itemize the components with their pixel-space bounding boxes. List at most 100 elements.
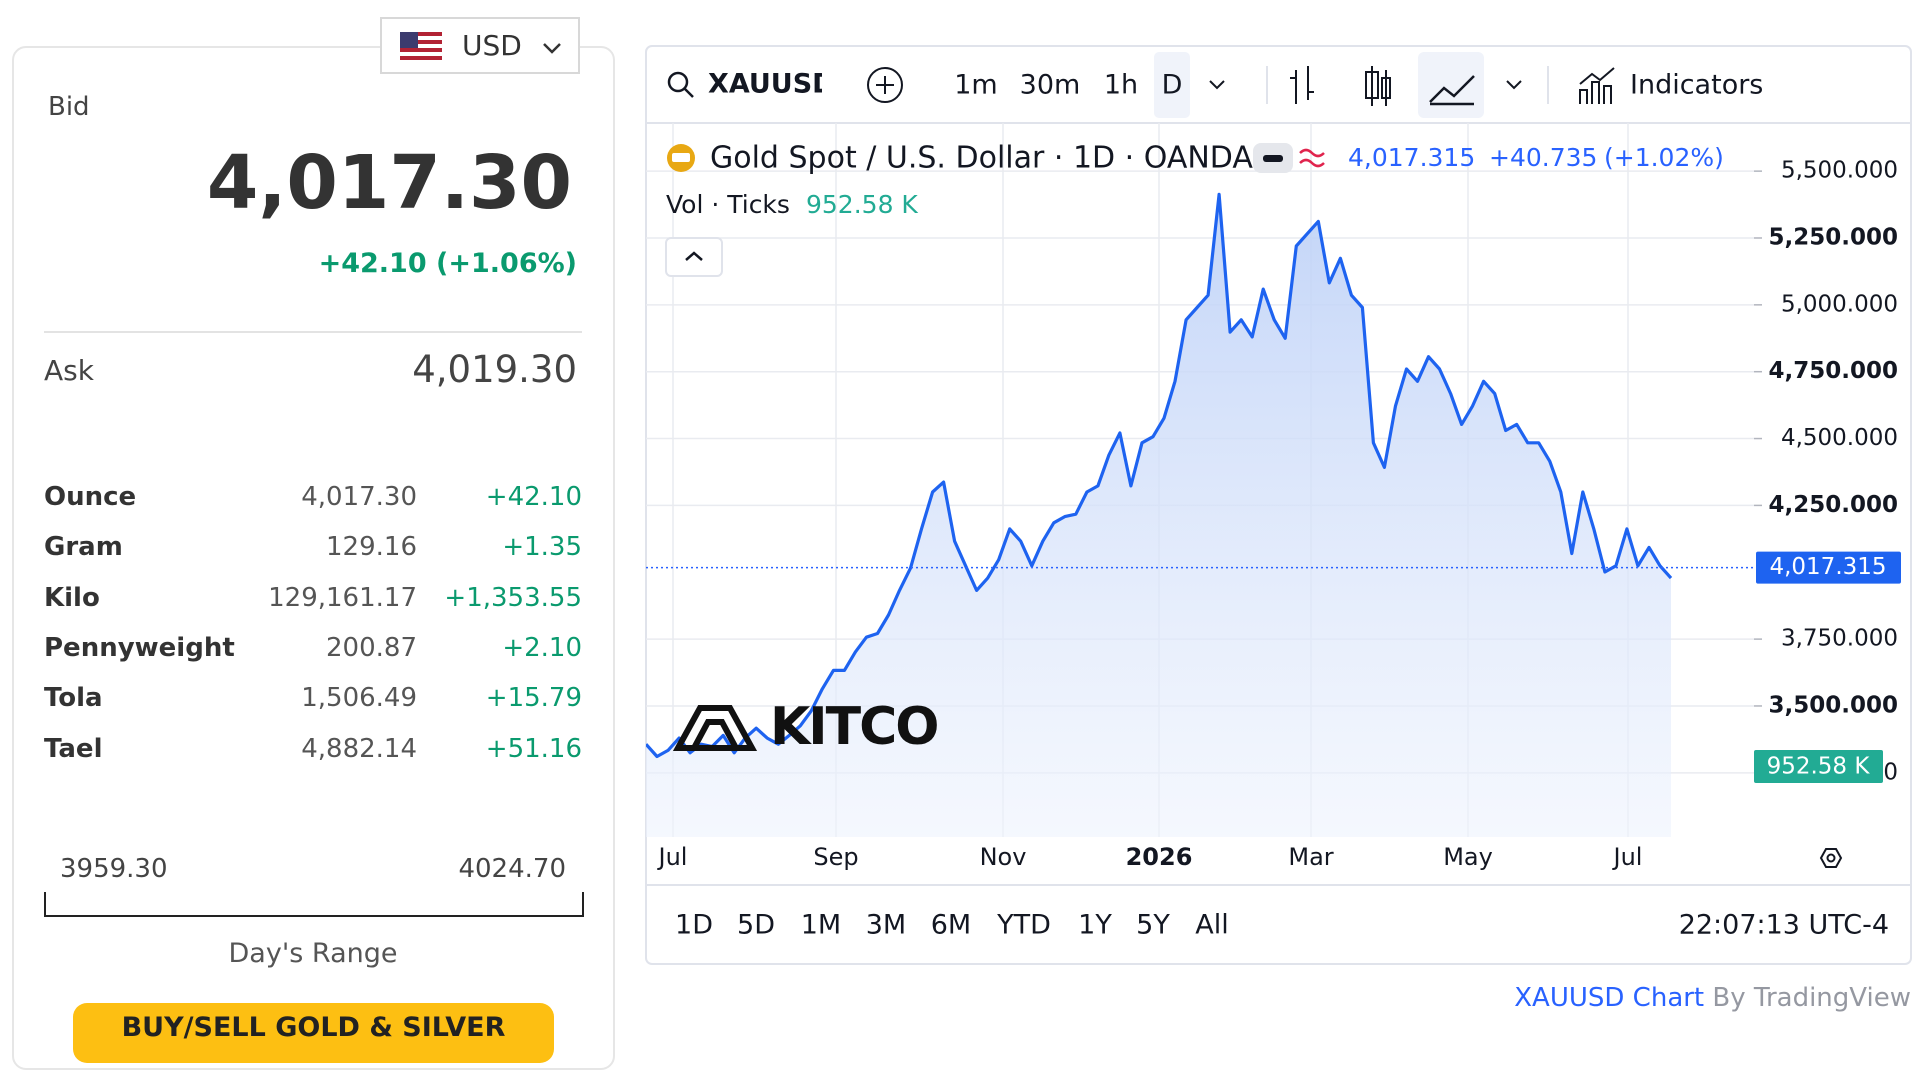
x-tick-label: May bbox=[1443, 843, 1493, 871]
area bbox=[646, 194, 1671, 837]
unit-name: Tael bbox=[44, 733, 103, 764]
unit-price: 4,882.14 bbox=[301, 733, 417, 764]
unit-name: Pennyweight bbox=[44, 632, 235, 663]
interval[interactable]: 1h bbox=[1104, 70, 1138, 101]
x-tick-label: Jul bbox=[657, 843, 688, 871]
range-label: Day's Range bbox=[228, 938, 398, 969]
bid-price: 4,017.30 bbox=[206, 140, 572, 226]
bid-change: +42.10 (+1.06%) bbox=[318, 248, 577, 279]
last-price-label: 4,017.315 bbox=[1769, 554, 1886, 580]
area-icon[interactable] bbox=[1429, 75, 1475, 106]
unit-change: +42.10 bbox=[485, 482, 582, 512]
change: +40.735 bbox=[1489, 143, 1597, 172]
range-button[interactable]: 5Y bbox=[1136, 910, 1170, 941]
logo-text: KITCO bbox=[770, 697, 937, 757]
volume-badge-label: 952.58 K bbox=[1767, 754, 1871, 780]
unit-change: +1.35 bbox=[502, 532, 582, 563]
bar-style-icon[interactable] bbox=[1290, 66, 1391, 106]
quote-panel bbox=[12, 46, 615, 1070]
unit-change: +51.16 bbox=[485, 733, 582, 764]
chart-widget: XAUUSD 1m 30m 1h D Indicators Gold Spot / U… bbox=[645, 45, 1912, 1013]
y-tick-label: 4,500.000 bbox=[1781, 425, 1898, 451]
range-low: 3959.30 bbox=[60, 854, 168, 884]
x-tick-label: Nov bbox=[980, 843, 1027, 871]
unit-price: 1,506.49 bbox=[301, 683, 417, 714]
clock: 22:07:13 UTC-4 bbox=[1679, 910, 1889, 941]
currency-select[interactable]: USD bbox=[380, 17, 580, 74]
symbol[interactable]: XAUUSD bbox=[708, 69, 835, 100]
last-price-badge bbox=[1756, 551, 1901, 584]
range-button[interactable]: 3M bbox=[866, 910, 906, 941]
settings-icon bbox=[1826, 853, 1836, 863]
y-tick-label: 4,750.000 bbox=[1769, 358, 1899, 384]
y-tick-label: 5,500.000 bbox=[1781, 158, 1898, 184]
search-icon bbox=[684, 88, 694, 98]
interval[interactable]: 30m bbox=[1020, 70, 1081, 101]
bid-label: Bid bbox=[48, 92, 90, 122]
unit-change: +15.79 bbox=[485, 683, 582, 714]
range-button[interactable]: 1D bbox=[675, 910, 713, 941]
chart-type-active-bg bbox=[1418, 52, 1484, 118]
candles-icon bbox=[1365, 66, 1391, 106]
collapse-legend[interactable] bbox=[665, 237, 723, 277]
range-button[interactable]: 1Y bbox=[1078, 910, 1112, 941]
x-tick-label: Jul bbox=[1612, 843, 1643, 871]
x-tick-label: Sep bbox=[813, 843, 858, 871]
unit-price: 129.16 bbox=[326, 532, 417, 563]
range-high: 4024.70 bbox=[458, 854, 566, 884]
market-status bbox=[1299, 148, 1325, 168]
visibility-icon bbox=[1263, 155, 1283, 162]
series-title: Gold Spot / U.S. Dollar · 1D · OANDA bbox=[710, 141, 1253, 176]
unit-name: Tola bbox=[44, 683, 103, 714]
range-button[interactable]: YTD bbox=[996, 910, 1051, 941]
us-flag bbox=[400, 32, 442, 60]
add-symbol[interactable] bbox=[867, 67, 903, 103]
range-button[interactable]: 6M bbox=[931, 910, 971, 941]
y-tick-label: 4,250.000 bbox=[1769, 492, 1899, 518]
unit-change: +2.10 bbox=[502, 632, 582, 663]
volume-label: Vol · Ticks bbox=[666, 190, 790, 219]
interval-active-bg bbox=[1154, 52, 1190, 118]
volume-value: 952.58 K bbox=[806, 190, 918, 219]
unit-name: Kilo bbox=[44, 582, 100, 613]
interval[interactable]: 1m bbox=[954, 70, 997, 101]
buy-sell-button[interactable]: BUY/SELL GOLD & SILVER bbox=[73, 1003, 554, 1063]
attribution-by: By TradingView bbox=[1712, 983, 1911, 1013]
range-bar bbox=[44, 892, 584, 917]
attribution-link[interactable]: XAUUSD Chart bbox=[1514, 983, 1704, 1013]
ask-price: 4,019.30 bbox=[412, 348, 577, 391]
collapse-icon bbox=[685, 251, 703, 261]
x-tick-label: 2026 bbox=[1126, 843, 1193, 871]
dropdown-icon bbox=[543, 43, 561, 54]
volume-badge bbox=[1754, 750, 1883, 783]
indicators[interactable]: Indicators bbox=[1579, 67, 1763, 104]
add-icon bbox=[867, 67, 903, 103]
unit-price: 4,017.30 bbox=[301, 482, 417, 512]
y-tick-label: 5,250.000 bbox=[1769, 224, 1899, 250]
unit-name: Gram bbox=[44, 532, 123, 563]
interval[interactable]: D bbox=[1162, 70, 1183, 101]
bars-icon bbox=[1290, 66, 1314, 104]
ask-label: Ask bbox=[44, 354, 94, 387]
chart-type-menu[interactable] bbox=[1506, 80, 1522, 90]
range-button[interactable]: 1M bbox=[801, 910, 841, 941]
range-button[interactable]: 5D bbox=[737, 910, 775, 941]
change-percent: (+1.02%) bbox=[1604, 143, 1724, 172]
kitco-logo: KITCO bbox=[672, 697, 939, 757]
y-tick-label: 3,750.000 bbox=[1781, 626, 1898, 652]
unit-name: Ounce bbox=[44, 482, 137, 512]
search-icon bbox=[667, 71, 689, 93]
page: { "currency": "USD", "quote": {"bid_labe… bbox=[12, 17, 1912, 1070]
settings[interactable] bbox=[1819, 848, 1843, 868]
search[interactable]: XAUUSD bbox=[667, 69, 835, 100]
currency-code: USD bbox=[462, 29, 522, 62]
last-price: 4,017.315 bbox=[1348, 143, 1475, 172]
indicators-label[interactable]: Indicators bbox=[1630, 70, 1763, 101]
y-tick-label: 3,500.000 bbox=[1769, 692, 1899, 718]
unit-price: 200.87 bbox=[326, 632, 417, 663]
range-button[interactable]: All bbox=[1195, 910, 1228, 941]
attribution[interactable]: XAUUSD Chart By TradingView bbox=[1514, 983, 1911, 1013]
interval-menu[interactable] bbox=[1209, 80, 1225, 90]
price-line bbox=[646, 192, 1673, 759]
gold-icon bbox=[672, 153, 690, 162]
